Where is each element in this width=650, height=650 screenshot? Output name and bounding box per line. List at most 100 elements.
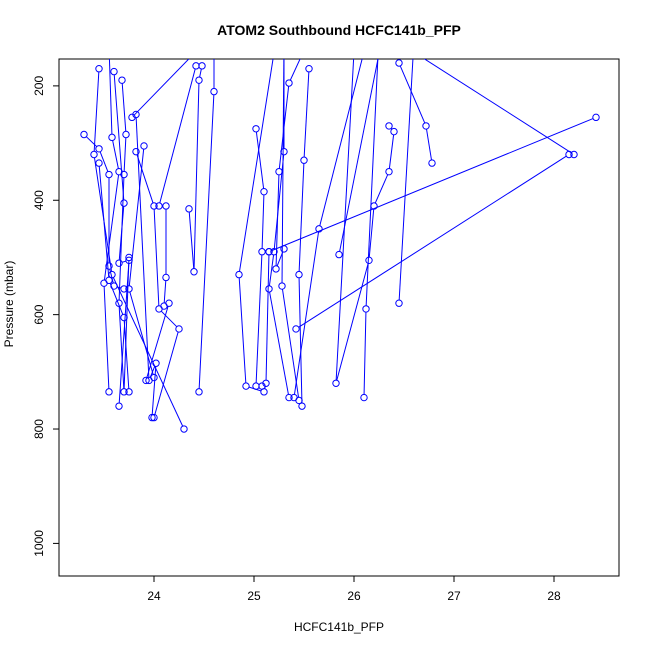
series-segment	[281, 289, 300, 398]
series-segment	[108, 59, 113, 135]
series-segment	[160, 310, 178, 328]
data-point	[315, 225, 323, 233]
series-segment	[365, 59, 379, 306]
series-segment	[128, 149, 145, 286]
series-segment	[93, 157, 113, 272]
data-point	[260, 187, 268, 196]
series-segment	[255, 254, 263, 383]
data-point	[265, 248, 273, 256]
series-segment	[159, 68, 196, 204]
series-segment	[374, 174, 389, 204]
data-point	[385, 167, 393, 176]
series-segment	[99, 151, 109, 172]
profile-series	[195, 59, 218, 396]
series-segment	[133, 59, 190, 116]
profile-series	[395, 59, 436, 167]
data-point	[95, 159, 103, 167]
x-tick-label: 27	[447, 589, 461, 603]
data-point	[252, 125, 260, 133]
series-segment	[275, 174, 280, 266]
data-point	[106, 43, 112, 49]
data-point	[115, 299, 123, 307]
data-point	[193, 48, 199, 54]
series-segment	[298, 163, 305, 272]
data-point	[115, 259, 123, 267]
data-point	[242, 382, 250, 390]
data-point	[125, 388, 133, 396]
series-segment	[426, 128, 432, 161]
series-segment	[153, 209, 160, 306]
data-point	[422, 122, 430, 130]
y-tick-label: 1000	[32, 530, 46, 557]
series-segment	[289, 59, 301, 81]
data-point	[155, 202, 163, 210]
data-point	[140, 142, 148, 150]
data-point	[570, 150, 578, 159]
series-segment	[193, 83, 200, 269]
series-segment	[399, 65, 426, 124]
data-point	[258, 248, 266, 256]
series-segment	[121, 83, 127, 132]
data-point	[125, 285, 133, 293]
data-point	[190, 268, 198, 276]
series-segment	[368, 209, 375, 258]
data-point	[390, 127, 398, 136]
data-point	[362, 305, 370, 313]
profile-series	[125, 142, 158, 382]
profile-series	[332, 59, 398, 387]
series-segment	[271, 118, 594, 251]
data-point	[120, 170, 128, 179]
data-point	[162, 202, 170, 210]
profile-series	[272, 59, 301, 273]
series-segment	[339, 59, 379, 252]
data-point	[401, 43, 407, 49]
profile-series	[142, 62, 200, 385]
profile-series	[290, 48, 367, 402]
data-point	[305, 65, 313, 73]
series-segment	[298, 155, 567, 328]
y-axis-title: Pressure (mbar)	[2, 261, 16, 348]
series-segment	[298, 277, 303, 403]
data-point	[290, 393, 298, 402]
series-segment	[123, 137, 127, 172]
data-point	[195, 388, 203, 396]
data-point	[275, 167, 283, 176]
series-segment	[154, 331, 179, 415]
profile-series	[295, 65, 313, 410]
data-point	[120, 199, 128, 207]
data-point	[120, 388, 128, 396]
series-segment	[123, 320, 130, 389]
series-segment	[293, 231, 320, 395]
series-segment	[121, 260, 127, 263]
data-point	[142, 376, 150, 385]
profile-series	[335, 59, 379, 259]
y-tick-label: 200	[32, 76, 46, 96]
data-point	[165, 299, 173, 307]
data-point	[298, 402, 306, 410]
data-point	[252, 382, 260, 390]
x-tick-label: 26	[347, 589, 361, 603]
series-segment	[136, 154, 154, 204]
data-point	[132, 147, 140, 156]
data-point	[105, 262, 113, 270]
data-point	[115, 402, 123, 410]
series-segment	[118, 177, 125, 301]
data-point	[118, 76, 126, 84]
data-point	[270, 248, 278, 256]
series-segment	[423, 59, 572, 154]
data-point	[150, 373, 158, 382]
data-point	[195, 76, 203, 84]
data-point	[395, 59, 403, 67]
series-segment	[118, 263, 130, 403]
profile-series	[235, 59, 274, 396]
data-point	[361, 48, 367, 54]
series-segment	[118, 306, 125, 389]
series-segment	[239, 59, 274, 272]
series-segment	[93, 71, 100, 152]
data-point	[105, 170, 113, 179]
data-point	[365, 256, 373, 265]
series-segment	[238, 277, 247, 383]
data-point	[428, 159, 436, 167]
data-point	[80, 130, 88, 139]
